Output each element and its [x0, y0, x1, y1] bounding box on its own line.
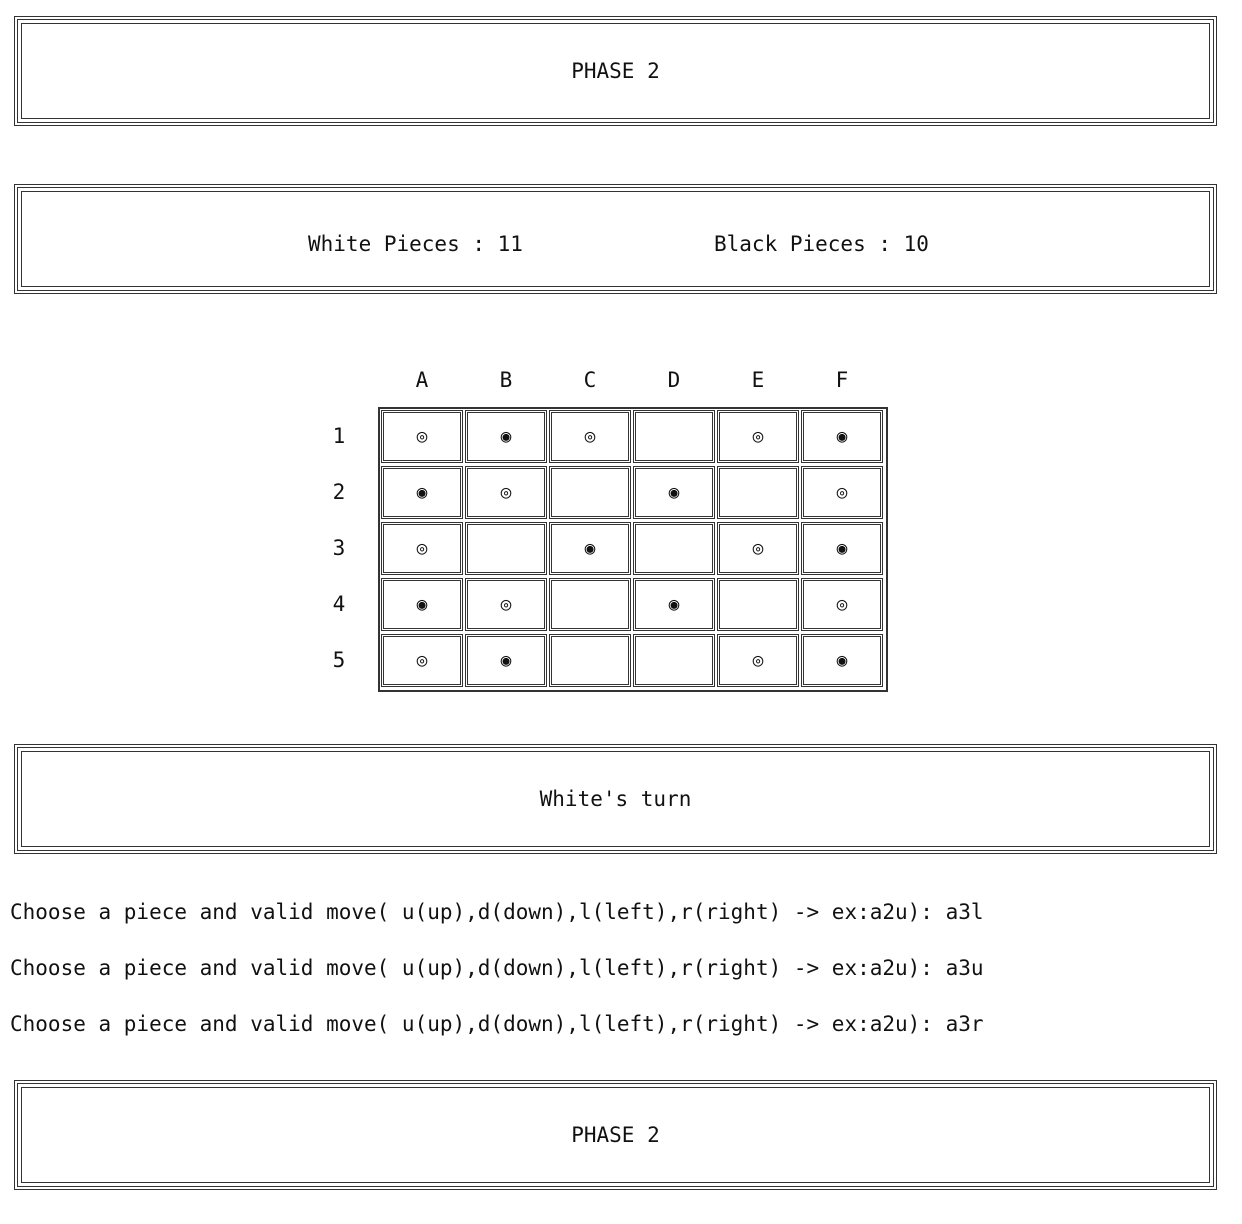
game-board: ◎ ◉ ◎ ◎ ◉ ◉ ◎ ◉ ◎ ◎ ◉ ◎ ◉ ◉ ◎ ◉ ◎ ◎ ◉ ◎ ◉ — [378, 407, 888, 692]
black-piece-icon: ◉ — [500, 426, 512, 447]
white-piece-icon: ◎ — [500, 482, 512, 503]
board-cell: ◉ — [549, 522, 631, 575]
turn-indicator: White's turn — [539, 787, 692, 811]
white-piece-icon: ◎ — [836, 482, 848, 503]
black-piece-icon: ◉ — [584, 538, 596, 559]
board-cell — [633, 522, 715, 575]
board-cell: ◉ — [801, 410, 883, 463]
board-cell — [549, 634, 631, 687]
column-label: D — [667, 368, 681, 392]
board-cell: ◉ — [633, 466, 715, 519]
column-label: C — [583, 368, 597, 392]
board-cell: ◎ — [381, 522, 463, 575]
row-label: 1 — [332, 424, 346, 448]
turn-banner: White's turn — [14, 744, 1217, 854]
board-cell — [549, 578, 631, 631]
board-cell: ◎ — [717, 634, 799, 687]
board-cell — [717, 466, 799, 519]
row-label: 5 — [332, 648, 346, 672]
board-cell: ◎ — [717, 522, 799, 575]
black-piece-icon: ◉ — [836, 538, 848, 559]
column-label: A — [415, 368, 429, 392]
move-prompt-line: Choose a piece and valid move( u(up),d(d… — [10, 900, 984, 924]
black-piece-count: Black Pieces : 10 — [714, 232, 929, 256]
black-piece-icon: ◉ — [836, 426, 848, 447]
black-piece-icon: ◉ — [500, 650, 512, 671]
board-cell: ◉ — [801, 634, 883, 687]
board-cell: ◎ — [801, 578, 883, 631]
white-piece-icon: ◎ — [752, 426, 764, 447]
white-piece-icon: ◎ — [752, 650, 764, 671]
black-piece-icon: ◉ — [836, 650, 848, 671]
white-piece-icon: ◎ — [584, 426, 596, 447]
column-label: E — [751, 368, 765, 392]
board-cell: ◉ — [801, 522, 883, 575]
board-cell — [717, 578, 799, 631]
board-cell — [633, 634, 715, 687]
board-cell: ◎ — [717, 410, 799, 463]
board-cell: ◉ — [465, 634, 547, 687]
board-cell: ◉ — [465, 410, 547, 463]
row-label: 2 — [332, 480, 346, 504]
phase-label: PHASE 2 — [571, 59, 660, 83]
board-cell: ◉ — [381, 466, 463, 519]
board-cell: ◉ — [633, 578, 715, 631]
black-piece-icon: ◉ — [416, 594, 428, 615]
board-cell — [549, 466, 631, 519]
piece-count-banner: White Pieces : 11 Black Pieces : 10 — [14, 184, 1217, 294]
move-prompt-line: Choose a piece and valid move( u(up),d(d… — [10, 1012, 984, 1036]
board-cell — [633, 410, 715, 463]
board-cell: ◉ — [381, 578, 463, 631]
phase-banner-bottom: PHASE 2 — [14, 1080, 1217, 1190]
white-piece-icon: ◎ — [500, 594, 512, 615]
column-label: F — [835, 368, 849, 392]
white-piece-icon: ◎ — [416, 538, 428, 559]
move-prompt-line: Choose a piece and valid move( u(up),d(d… — [10, 956, 984, 980]
board-cell: ◎ — [381, 410, 463, 463]
white-piece-icon: ◎ — [752, 538, 764, 559]
board-cell: ◎ — [381, 634, 463, 687]
white-piece-icon: ◎ — [416, 650, 428, 671]
white-piece-icon: ◎ — [416, 426, 428, 447]
row-label: 3 — [332, 536, 346, 560]
black-piece-icon: ◉ — [416, 482, 428, 503]
board-cell: ◎ — [549, 410, 631, 463]
board-cell: ◎ — [801, 466, 883, 519]
row-label: 4 — [332, 592, 346, 616]
white-piece-count: White Pieces : 11 — [308, 232, 523, 256]
column-label: B — [499, 368, 513, 392]
board-cell: ◎ — [465, 578, 547, 631]
board-cell: ◎ — [465, 466, 547, 519]
black-piece-icon: ◉ — [668, 482, 680, 503]
board-cell — [465, 522, 547, 575]
white-piece-icon: ◎ — [836, 594, 848, 615]
black-piece-icon: ◉ — [668, 594, 680, 615]
phase-label: PHASE 2 — [571, 1123, 660, 1147]
phase-banner-top: PHASE 2 — [14, 16, 1217, 126]
